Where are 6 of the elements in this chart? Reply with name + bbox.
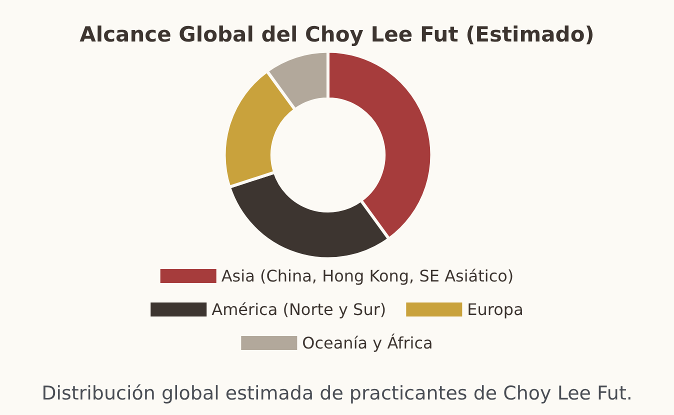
legend-label: Asia (China, Hong Kong, SE Asiático) xyxy=(221,266,514,286)
legend-label: Oceanía y África xyxy=(302,334,433,352)
text: Distribución global estimada de practicantes de Choy Lee Fut. xyxy=(42,382,632,404)
legend-label: América (Norte y Sur) xyxy=(212,300,386,319)
chart-title: Alcance Global del Choy Lee Fut (Estimado) xyxy=(80,22,594,46)
legend-label: Europa xyxy=(467,300,524,319)
